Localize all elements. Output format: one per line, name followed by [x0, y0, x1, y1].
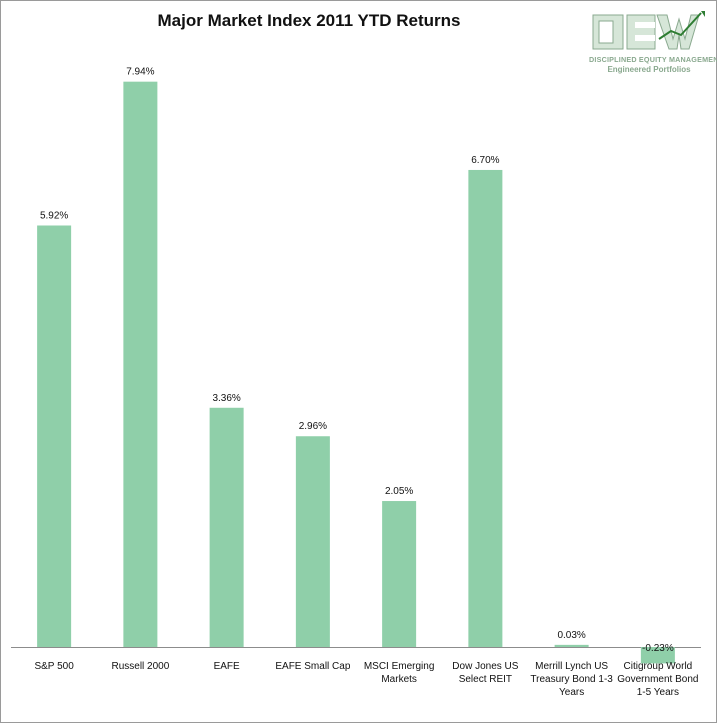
- category-label-3: EAFE Small Cap: [275, 661, 350, 672]
- category-label-6: Merrill Lynch US Treasury Bond 1-3 Years: [530, 661, 613, 698]
- chart-title: Major Market Index 2011 YTD Returns: [157, 11, 461, 30]
- category-label-1: Russell 2000: [111, 661, 169, 672]
- category-label-5: Dow Jones US Select REIT: [452, 661, 518, 685]
- dew-logo-mark: [592, 11, 705, 50]
- data-label-2: 3.36%: [212, 393, 240, 404]
- bar-7: [640, 647, 675, 664]
- data-label-0: 5.92%: [40, 210, 68, 221]
- category-label-4: MSCI Emerging Markets: [364, 661, 435, 685]
- bar-0: [37, 225, 72, 647]
- company-logo: DISCIPLINED EQUITY MANAGEMENT, INC. Engi…: [589, 9, 717, 89]
- logo-company-name: DISCIPLINED EQUITY MANAGEMENT, INC.: [589, 55, 717, 64]
- bar-1: [123, 81, 158, 647]
- bar-2: [209, 407, 244, 647]
- data-label-5: 6.70%: [471, 155, 499, 166]
- data-label-7: -0.23%: [642, 643, 674, 654]
- category-label-0: S&P 500: [34, 661, 74, 672]
- category-label-7: Citigroup World Government Bond 1-5 Years: [617, 661, 698, 698]
- category-label-2: EAFE: [214, 661, 240, 672]
- data-label-4: 2.05%: [385, 486, 413, 497]
- bar-5: [468, 169, 503, 647]
- logo-tagline: Engineered Portfolios: [607, 65, 691, 74]
- data-label-6: 0.03%: [557, 630, 585, 641]
- data-label-1: 7.94%: [126, 67, 154, 78]
- data-label-3: 2.96%: [299, 421, 327, 432]
- bar-3: [295, 436, 330, 647]
- bar-4: [382, 501, 417, 647]
- bar-6: [554, 644, 589, 647]
